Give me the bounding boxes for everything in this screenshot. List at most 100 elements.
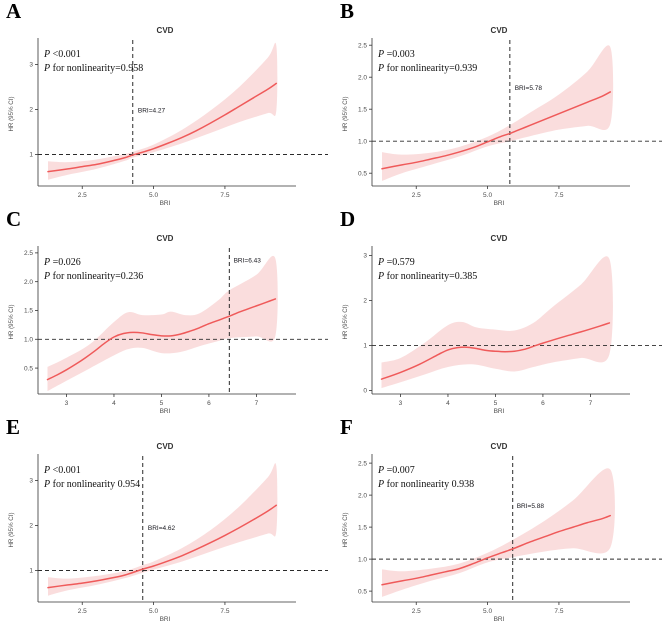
y-tick-label: 2.0: [358, 492, 367, 499]
p-value-annotation: P =0.003: [377, 49, 415, 60]
bri-cutoff-label: BRI=5.78: [515, 85, 543, 92]
x-tick-label: 5: [160, 400, 164, 407]
panel-c: C 3 4 5 6 7 0.5 1.0 1.5 2.0 2.5 CVD BRI HR (95% CI) P…: [0, 208, 334, 416]
x-tick-label: 2.5: [78, 608, 87, 615]
hr-spline-curve: [46, 298, 277, 381]
y-tick-label: 2.5: [358, 460, 367, 467]
x-tick-label: 7: [255, 400, 259, 407]
spline-chart-c: 3 4 5 6 7 0.5 1.0 1.5 2.0 2.5 CVD BRI HR (95% CI) P =…: [8, 234, 328, 415]
y-tick-label: 2.0: [24, 279, 33, 286]
confidence-band: [381, 45, 614, 181]
y-tick-label: 0.5: [358, 170, 367, 177]
y-tick-label: 0: [363, 388, 367, 395]
spline-chart-f: 2.5 5.0 7.5 0.5 1.0 1.5 2.0 2.5 CVD BRI HR (95% CI…: [342, 442, 662, 623]
x-tick-label: 2.5: [412, 192, 421, 199]
panel-title: CVD: [157, 442, 174, 451]
hr-spline-curve: [47, 504, 278, 589]
y-tick-label: 3: [29, 62, 33, 69]
panel-title: CVD: [491, 26, 508, 35]
x-tick-label: 3: [65, 400, 69, 407]
p-value-annotation: P for nonlinearity 0.954: [43, 479, 140, 490]
y-axis-title: HR (95% CI): [8, 512, 15, 547]
panel-title: CVD: [157, 26, 174, 35]
spline-chart-a: 2.5 5.0 7.5 1 2 3 CVD BRI HR (95% CI) P <0.001 P f…: [8, 26, 328, 207]
bri-cutoff-label: BRI=4.27: [138, 108, 166, 115]
x-tick-label: 6: [207, 400, 211, 407]
x-axis-title: BRI: [160, 408, 171, 415]
x-tick-label: 5.0: [483, 608, 492, 615]
spline-chart-b: 2.5 5.0 7.5 0.5 1.0 1.5 2.0 2.5 CVD BRI HR (95% CI…: [342, 26, 662, 207]
panel-f: F 2.5 5.0 7.5 0.5 1.0 1.5 2.0 2.5 CVD BRI HR (95% …: [334, 416, 668, 624]
panel-letter-f: F: [340, 415, 353, 439]
x-tick-label: 7.5: [554, 608, 563, 615]
panel-letter-e: E: [6, 415, 21, 439]
y-tick-label: 2: [363, 298, 367, 305]
confidence-band: [47, 463, 278, 596]
y-tick-label: 2: [29, 107, 33, 114]
y-tick-label: 1: [363, 343, 367, 350]
panel-letter-b: B: [340, 0, 355, 23]
spline-chart-e: 2.5 5.0 7.5 1 2 3 CVD BRI HR (95% CI) P <0.001 P f…: [8, 442, 328, 623]
x-axis-title: BRI: [494, 616, 505, 623]
y-axis-title: HR (95% CI): [342, 304, 349, 339]
x-axis-title: BRI: [494, 200, 505, 207]
y-tick-label: 1.0: [358, 556, 367, 563]
x-tick-label: 5.0: [149, 608, 158, 615]
panel-letter-a: A: [6, 0, 22, 23]
y-tick-label: 3: [29, 478, 33, 485]
confidence-band: [381, 256, 613, 389]
y-tick-label: 0.5: [358, 588, 367, 595]
bri-cutoff-label: BRI=5.88: [517, 503, 545, 510]
p-value-annotation: P <0.001: [43, 49, 81, 60]
x-axis-title: BRI: [160, 616, 171, 623]
p-value-annotation: P for nonlinearity=0.939: [377, 63, 477, 74]
x-tick-label: 7.5: [220, 608, 229, 615]
p-value-annotation: P for nonlinearity=0.385: [377, 271, 477, 282]
x-tick-label: 6: [541, 400, 545, 407]
y-tick-label: 1.0: [358, 138, 367, 145]
hr-spline-curve: [381, 91, 612, 170]
p-value-annotation: P for nonlinearity=0.236: [43, 271, 143, 282]
panel-a: A 2.5 5.0 7.5 1 2 3 CVD BRI HR (95% CI) P <0.001 P…: [0, 0, 334, 208]
y-tick-label: 3: [363, 253, 367, 260]
confidence-band: [381, 468, 615, 597]
panel-e: E 2.5 5.0 7.5 1 2 3 CVD BRI HR (95% CI) P <0.001 P…: [0, 416, 334, 624]
y-tick-label: 1.5: [358, 524, 367, 531]
x-tick-label: 5.0: [483, 192, 492, 199]
p-value-annotation: P <0.001: [43, 465, 81, 476]
x-tick-label: 4: [446, 400, 450, 407]
hr-spline-curve: [381, 514, 612, 586]
spline-chart-d: 3 4 5 6 7 0 1 2 3 CVD BRI HR (95% CI) P =0.579 P for …: [342, 234, 662, 415]
x-tick-label: 5.0: [149, 192, 158, 199]
confidence-band: [47, 255, 278, 392]
panel-letter-c: C: [6, 207, 22, 231]
p-value-annotation: P =0.007: [377, 465, 415, 476]
y-tick-label: 2.5: [24, 250, 33, 257]
y-axis-title: HR (95% CI): [8, 96, 15, 131]
x-tick-label: 7.5: [220, 192, 229, 199]
p-value-annotation: P for nonlinearity=0.958: [43, 63, 143, 74]
y-tick-label: 2.0: [358, 74, 367, 81]
y-axis-title: HR (95% CI): [342, 96, 349, 131]
x-tick-label: 2.5: [78, 192, 87, 199]
bri-cutoff-label: BRI=6.43: [234, 258, 262, 265]
y-axis-title: HR (95% CI): [8, 304, 15, 339]
x-axis-title: BRI: [494, 408, 505, 415]
y-tick-label: 1.0: [24, 336, 33, 343]
x-tick-label: 3: [399, 400, 403, 407]
x-tick-label: 2.5: [412, 608, 421, 615]
panel-letter-d: D: [340, 207, 356, 231]
x-tick-label: 7.5: [554, 192, 563, 199]
p-value-annotation: P =0.026: [43, 257, 81, 268]
x-tick-label: 5: [494, 400, 498, 407]
p-value-annotation: P =0.579: [377, 257, 415, 268]
y-tick-label: 1.5: [358, 106, 367, 113]
y-tick-label: 2: [29, 523, 33, 530]
x-tick-label: 4: [112, 400, 116, 407]
y-tick-label: 2.5: [358, 42, 367, 49]
panel-d: D 3 4 5 6 7 0 1 2 3 CVD BRI HR (95% CI) P =0.579 P fo…: [334, 208, 668, 416]
y-tick-label: 0.5: [24, 365, 33, 372]
bri-cutoff-label: BRI=4.62: [148, 525, 176, 532]
panel-title: CVD: [157, 234, 174, 243]
